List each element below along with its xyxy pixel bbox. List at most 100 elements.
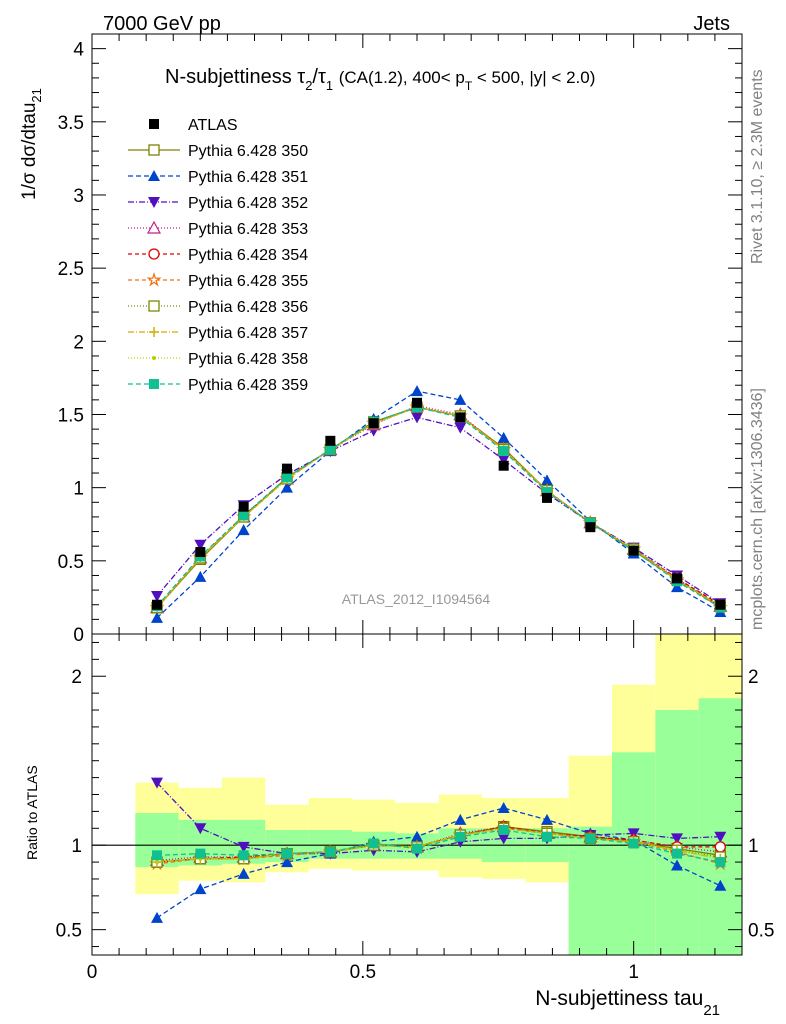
legend-marker (148, 300, 160, 312)
ratio-series-point (628, 838, 639, 849)
uncertainty-band-inner (612, 752, 656, 955)
mc-series-7 (151, 401, 726, 614)
series-point (194, 539, 207, 551)
ratio-series-point (325, 846, 336, 857)
legend-label: Pythia 6.428 357 (188, 325, 308, 342)
data-point (368, 418, 379, 429)
ratio-series-point (151, 911, 163, 923)
legend-marker (152, 356, 156, 360)
series-point (542, 487, 552, 498)
legend-entry-4: Pythia 6.428 353 (128, 220, 308, 238)
mc-series-1 (151, 401, 726, 614)
main-y-axis-label: 1/σ dσ/dtau21 (19, 88, 44, 200)
ratio-series-line (156, 827, 721, 863)
legend-entry-5: Pythia 6.428 354 (128, 247, 308, 264)
series-line (156, 416, 721, 604)
legend-label: Pythia 6.428 350 (188, 143, 308, 160)
legend-label: Pythia 6.428 358 (188, 351, 308, 368)
series-point (411, 412, 423, 424)
ratio-series-point (542, 831, 552, 842)
legend-marker (146, 220, 162, 234)
ratio-series-line (156, 807, 721, 919)
legend: ATLAS Pythia 6.428 350 Pythia 6.428 351 Pyt… (128, 117, 308, 394)
series-point (237, 524, 250, 536)
series-point (151, 611, 163, 623)
series-point (151, 590, 163, 602)
series-line (156, 406, 721, 609)
legend-entry-1: Pythia 6.428 350 (128, 143, 308, 160)
main-y-tick-label: 2.5 (58, 259, 84, 280)
ratio-series-point (195, 848, 206, 859)
ratio-series-point (412, 843, 422, 854)
ratio-series-10 (152, 824, 726, 868)
series-point (497, 431, 510, 443)
ratio-series-point (151, 777, 163, 789)
legend-entry-8: Pythia 6.428 357 (128, 325, 308, 342)
legend-entry-9: Pythia 6.428 358 (128, 351, 308, 368)
legend-label: Pythia 6.428 351 (188, 169, 308, 186)
ratio-series-point (152, 850, 162, 861)
ratio-series-point (194, 823, 207, 835)
data-point (325, 435, 336, 446)
mc-series-5 (151, 401, 726, 614)
ratio-series-point (281, 856, 293, 868)
ratio-series-point (585, 833, 596, 844)
main-y-tick-label: 1 (73, 479, 84, 500)
ratio-series-point (155, 860, 159, 865)
series-point (454, 422, 467, 434)
ratio-plot-panel: 0.5 0.51 12 20 0.5 1 (56, 633, 774, 983)
x-tick-label: 0.5 (350, 962, 376, 983)
legend-marker (148, 197, 160, 208)
chart-title: N-subjettiness τ2/τ1 (CA(1.2), 400< pT <… (165, 66, 595, 95)
legend-marker (148, 144, 160, 156)
ratio-series-point (714, 879, 727, 891)
main-plot-panel: 0 0.5 1 1.5 2 2.5 3 3.5 4 (58, 33, 743, 646)
mc-series-8 (152, 402, 726, 613)
series-point (325, 444, 336, 455)
main-y-tick-label: 3.5 (58, 113, 84, 134)
mc-series-10 (152, 402, 726, 613)
ratio-y-tick-label-right: 0.5 (748, 921, 774, 942)
analysis-watermark: ATLAS_2012_I1094564 (342, 591, 491, 607)
ratio-series-line (156, 829, 721, 863)
legend-entry-6: Pythia 6.428 355 (128, 271, 308, 290)
data-point (715, 599, 726, 610)
main-y-tick-label: 0.5 (58, 552, 84, 573)
x-tick-label: 0 (87, 962, 98, 983)
main-y-tick-label: 4 (73, 40, 84, 61)
legend-label: Pythia 6.428 356 (188, 299, 308, 316)
x-tick-label: 1 (628, 962, 639, 983)
rivet-version-label: Rivet 3.1.10, ≥ 2.3M events (749, 69, 766, 264)
legend-label: Pythia 6.428 353 (188, 221, 308, 238)
ratio-series-point (714, 831, 727, 843)
ratio-series-point (282, 848, 292, 859)
legend-label: Pythia 6.428 359 (188, 377, 308, 394)
header-right: Jets (693, 13, 730, 35)
ratio-series-point (237, 841, 250, 853)
legend-marker (146, 271, 162, 287)
mc-series-2 (151, 385, 727, 623)
ratio-y-tick-label: 0.5 (56, 921, 82, 942)
series-point (498, 446, 509, 457)
data-point (195, 547, 206, 558)
series-point (194, 570, 207, 582)
legend-entry-0: ATLAS (149, 117, 238, 134)
legend-entry-7: Pythia 6.428 356 (128, 299, 308, 316)
ratio-y-axis-label: Ratio to ATLAS (24, 765, 40, 860)
mc-series-6 (149, 399, 728, 615)
legend-marker (148, 248, 160, 260)
series-point (411, 385, 423, 397)
ratio-series-point (238, 850, 249, 861)
ratio-series-point (497, 833, 510, 845)
legend-label: ATLAS (188, 117, 238, 134)
ratio-series-point (497, 802, 510, 814)
ratio-series-point (455, 831, 466, 842)
series-point (281, 481, 293, 493)
legend-marker (149, 379, 159, 389)
x-axis-label: N-subjettiness tau21 (535, 987, 720, 1019)
ratio-series-point (411, 830, 423, 842)
series-point (671, 581, 683, 593)
uncertainty-band-inner (698, 698, 742, 955)
uncertainty-band-inner (568, 826, 612, 955)
ratio-series-point (454, 813, 467, 825)
